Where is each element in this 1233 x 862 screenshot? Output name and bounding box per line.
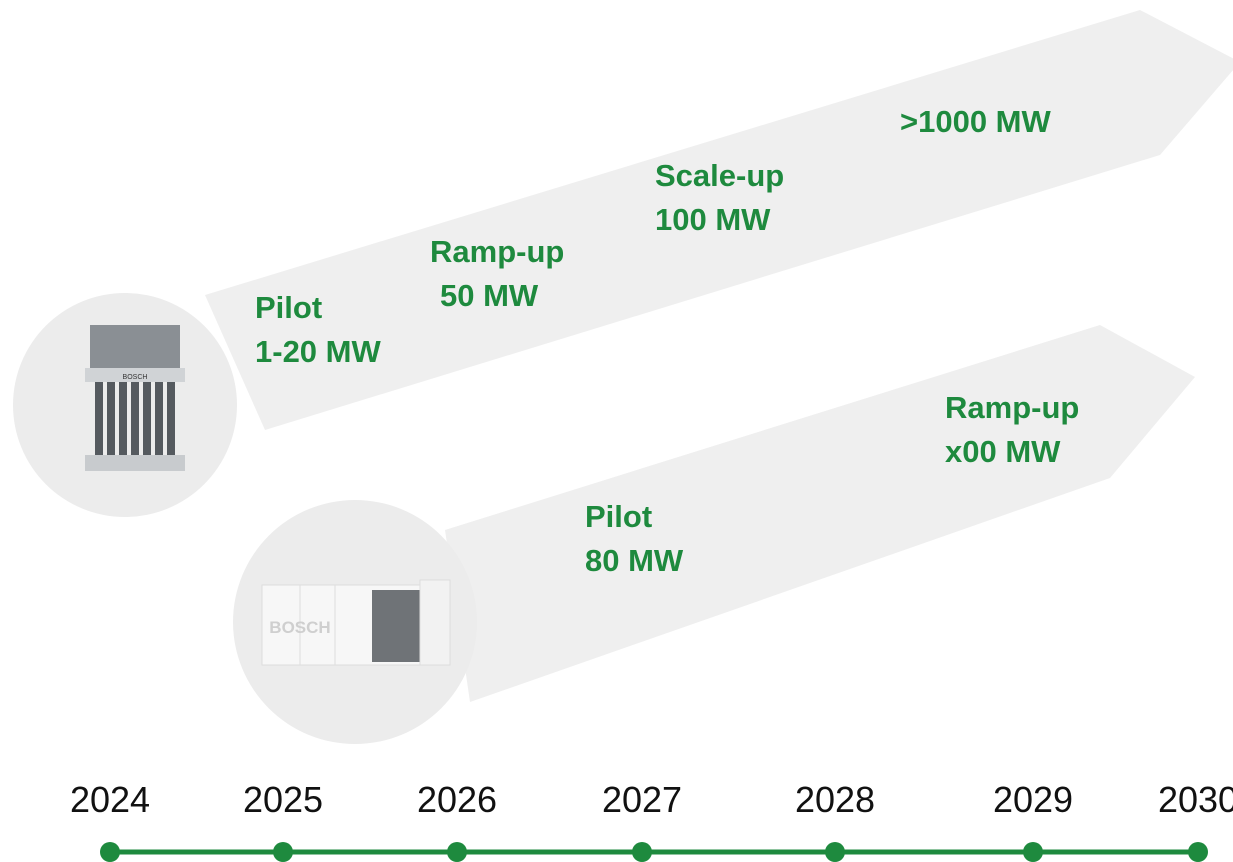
arrow-band	[205, 10, 1233, 430]
stage-label: >1000 MW	[900, 104, 1052, 139]
year-label: 2027	[602, 779, 682, 820]
stage-label: 1-20 MW	[255, 334, 381, 369]
timeline-dot	[100, 842, 120, 862]
stage-label: Ramp-up	[430, 234, 564, 269]
timeline-dot	[632, 842, 652, 862]
year-label: 2024	[70, 779, 150, 820]
stage-label: Pilot	[585, 499, 652, 534]
arrow-band	[445, 325, 1195, 702]
stage-label: Ramp-up	[945, 390, 1079, 425]
timeline-dot	[1023, 842, 1043, 862]
product-logo: BOSCH	[123, 374, 148, 381]
timeline-dot	[447, 842, 467, 862]
stack-image: BOSCH	[85, 325, 185, 471]
product-logo: BOSCH	[269, 618, 330, 637]
year-label: 2025	[243, 779, 323, 820]
timeline-dot	[825, 842, 845, 862]
year-label: 2026	[417, 779, 497, 820]
stage-label: 80 MW	[585, 543, 684, 578]
year-label: 2029	[993, 779, 1073, 820]
stage-label: 100 MW	[655, 202, 771, 237]
year-label: 2030	[1158, 779, 1233, 820]
stage-label: x00 MW	[945, 434, 1061, 469]
stage-label: Pilot	[255, 290, 322, 325]
year-label: 2028	[795, 779, 875, 820]
stage-label: Scale-up	[655, 158, 784, 193]
timeline-dot	[273, 842, 293, 862]
module-image: BOSCH	[261, 579, 451, 666]
stage-label: 50 MW	[440, 278, 539, 313]
timeline-dot	[1188, 842, 1208, 862]
